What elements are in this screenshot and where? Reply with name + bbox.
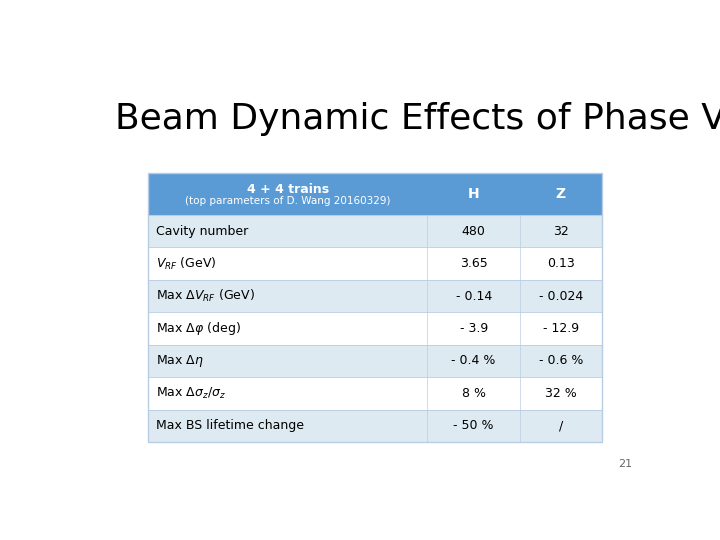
Text: Max BS lifetime change: Max BS lifetime change: [156, 420, 304, 433]
Text: - 0.6 %: - 0.6 %: [539, 354, 583, 368]
Bar: [148, 215, 427, 247]
Text: 480: 480: [462, 225, 485, 238]
Text: - 0.14: - 0.14: [456, 289, 492, 302]
Text: H: H: [468, 187, 480, 201]
Bar: [520, 345, 601, 377]
Text: 21: 21: [618, 459, 632, 469]
Bar: [148, 345, 427, 377]
Bar: [427, 173, 520, 215]
Bar: [520, 247, 601, 280]
Text: Cavity number: Cavity number: [156, 225, 248, 238]
Text: Max $\Delta\sigma_z/\sigma_z$: Max $\Delta\sigma_z/\sigma_z$: [156, 386, 226, 401]
Bar: [148, 312, 427, 345]
Bar: [148, 173, 601, 442]
Bar: [148, 410, 427, 442]
Text: - 3.9: - 3.9: [459, 322, 487, 335]
Text: 32 %: 32 %: [545, 387, 577, 400]
Bar: [520, 280, 601, 312]
Text: Z: Z: [556, 187, 566, 201]
Text: /: /: [559, 420, 563, 433]
Bar: [148, 173, 427, 215]
Bar: [427, 280, 520, 312]
Bar: [520, 377, 601, 410]
Text: Max $\Delta\varphi$ (deg): Max $\Delta\varphi$ (deg): [156, 320, 240, 337]
Bar: [520, 215, 601, 247]
Text: 4 + 4 trains: 4 + 4 trains: [246, 183, 329, 195]
Text: - 12.9: - 12.9: [543, 322, 579, 335]
Bar: [520, 173, 601, 215]
Text: (top parameters of D. Wang 20160329): (top parameters of D. Wang 20160329): [185, 195, 390, 206]
Text: 8 %: 8 %: [462, 387, 485, 400]
Bar: [427, 312, 520, 345]
Text: 0.13: 0.13: [547, 257, 575, 270]
Text: Max $\Delta V_{RF}$ (GeV): Max $\Delta V_{RF}$ (GeV): [156, 288, 255, 304]
Bar: [520, 312, 601, 345]
Bar: [148, 247, 427, 280]
Text: Max $\Delta\eta$: Max $\Delta\eta$: [156, 353, 204, 369]
Text: 32: 32: [553, 225, 569, 238]
Bar: [148, 280, 427, 312]
Text: - 50 %: - 50 %: [454, 420, 494, 433]
Bar: [427, 377, 520, 410]
Text: 3.65: 3.65: [460, 257, 487, 270]
Bar: [427, 247, 520, 280]
Bar: [148, 377, 427, 410]
Bar: [427, 345, 520, 377]
Bar: [427, 410, 520, 442]
Text: - 0.024: - 0.024: [539, 289, 583, 302]
Text: - 0.4 %: - 0.4 %: [451, 354, 496, 368]
Text: Beam Dynamic Effects of Phase Variation: Beam Dynamic Effects of Phase Variation: [115, 102, 720, 136]
Bar: [520, 410, 601, 442]
Bar: [427, 215, 520, 247]
Text: $V_{RF}$ (GeV): $V_{RF}$ (GeV): [156, 255, 217, 272]
